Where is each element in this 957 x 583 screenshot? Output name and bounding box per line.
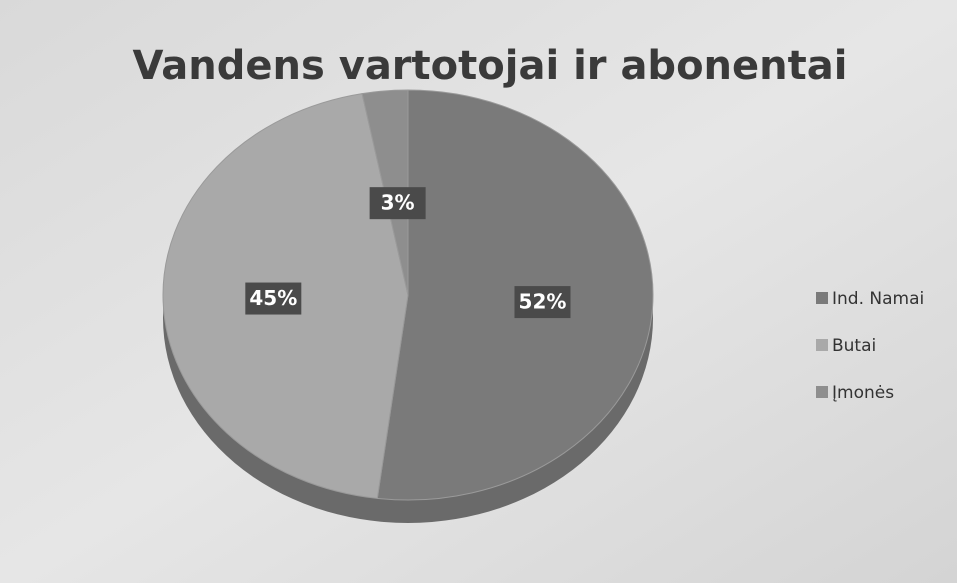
legend-swatch [816, 339, 828, 351]
data-label: 3% [381, 191, 415, 215]
data-label-box [514, 286, 571, 319]
data-label-box [369, 187, 426, 220]
legend-swatch [816, 292, 828, 304]
legend-label: Įmonės [832, 383, 894, 403]
legend-swatch [816, 386, 828, 398]
legend-label: Ind. Namai [832, 289, 924, 309]
chart-title: Vandens vartotojai ir abonentai [133, 43, 848, 89]
data-label-box [245, 282, 302, 315]
data-label: 45% [249, 286, 297, 310]
legend-label: Butai [832, 336, 876, 356]
data-label: 52% [519, 290, 567, 314]
